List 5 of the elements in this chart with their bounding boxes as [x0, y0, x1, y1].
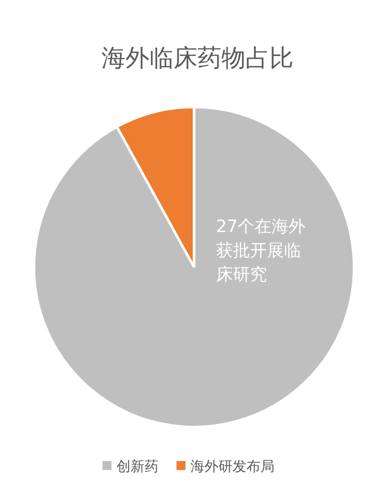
legend-label: 海外研发布局: [190, 459, 274, 475]
chart-title: 海外临床药物占比: [102, 44, 294, 72]
text: 27个在海外获批开展临床研究: [216, 217, 306, 285]
pie-slice: [32, 106, 356, 428]
legend-label: 创新药: [116, 459, 158, 475]
